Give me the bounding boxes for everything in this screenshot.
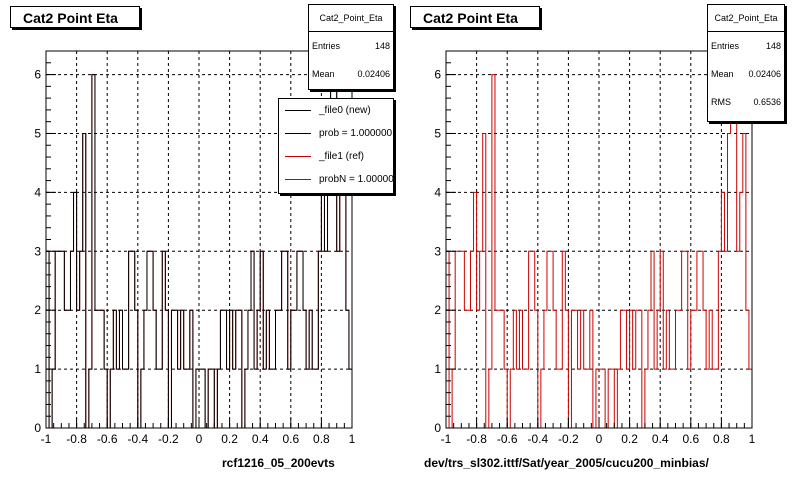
stats-entries-label: Entries [312, 41, 341, 51]
x-tick-label: 0.2 [621, 432, 638, 446]
y-tick-label: 6 [434, 68, 441, 82]
x-tick-label: 0.4 [652, 432, 669, 446]
x-tick-label: 0.8 [313, 432, 330, 446]
legend-label: probN = 1.000000 [319, 174, 394, 185]
x-tick-label: -0.2 [558, 432, 579, 446]
stats-entries-row: Entries 148 [309, 32, 393, 60]
x-tick-label: 1 [349, 432, 356, 446]
x-tick-label: 0.4 [252, 432, 269, 446]
x-tick-label: 0.2 [221, 432, 238, 446]
stats-mean-value: 0.02406 [748, 69, 781, 79]
stats-mean-value: 0.02406 [357, 69, 390, 79]
y-tick-label: 1 [34, 362, 41, 376]
histogram-series [45, 74, 353, 429]
legend-line-swatch [285, 133, 311, 134]
stats-rms-value: 0.6536 [753, 97, 781, 107]
stats-mean-label: Mean [312, 69, 335, 79]
stats-entries-label: Entries [711, 41, 740, 51]
x-tick-label: -0.6 [97, 432, 118, 446]
stats-name: Cat2_Point_Eta [309, 5, 393, 32]
y-tick-label: 1 [434, 362, 441, 376]
right-title: Cat2 Point Eta [410, 6, 540, 28]
x-tick-label: 0 [596, 432, 603, 446]
stats-mean-label: Mean [711, 69, 734, 79]
x-tick-label: 0.6 [682, 432, 699, 446]
legend-item: _file1 (ref) [279, 145, 393, 168]
y-tick-label: 4 [34, 185, 41, 199]
left-stats-box: Cat2_Point_Eta Entries 148 Mean 0.02406 [308, 4, 394, 90]
y-tick-label: 5 [34, 126, 41, 140]
right-histogram-plot: -1 -0.8 -0.6 -0.4 -0.2 0 0.2 0.4 0.6 0.8 1 0 1 2 3 4 5 6 [434, 50, 756, 446]
x-tick-label: -0.6 [497, 432, 518, 446]
x-tick-label: -0.4 [127, 432, 148, 446]
x-tick-label: -1 [441, 432, 452, 446]
stats-mean-row: Mean 0.02406 [309, 60, 393, 88]
x-tick-label: -1 [41, 432, 52, 446]
x-tick-label: -0.8 [66, 432, 87, 446]
legend-item: probN = 1.000000 [279, 168, 393, 191]
left-x-axis-label: rcf1216_05_200evts [222, 456, 335, 470]
x-tick-label: 0.8 [713, 432, 730, 446]
legend-line-swatch [285, 156, 311, 157]
right-x-axis-label: dev/trs_sl302.ittf/Sat/year_2005/cucu200… [424, 456, 709, 470]
stats-entries-value: 148 [765, 41, 781, 51]
x-tick-label: -0.4 [527, 432, 548, 446]
y-tick-label: 3 [34, 244, 41, 258]
x-tick-label: 0 [196, 432, 203, 446]
histogram-series [445, 74, 753, 429]
legend-line-swatch [285, 110, 311, 111]
y-tick-label: 5 [434, 126, 441, 140]
x-tick-label: 0.6 [282, 432, 299, 446]
stats-name: Cat2_Point_Eta [708, 5, 784, 32]
legend-label: _file1 (ref) [319, 151, 365, 162]
x-tick-label: -0.8 [466, 432, 487, 446]
y-tick-label: 4 [434, 185, 441, 199]
legend-item: prob = 1.000000 [279, 122, 393, 145]
y-tick-label: 2 [34, 303, 41, 317]
x-tick-label: 1 [749, 432, 756, 446]
legend-label: _file0 (new) [319, 105, 371, 116]
stats-rms-label: RMS [711, 97, 731, 107]
left-title: Cat2 Point Eta [10, 6, 140, 28]
x-tick-label: -0.2 [158, 432, 179, 446]
stats-mean-row: Mean 0.02406 [708, 60, 784, 88]
legend-line-swatch [285, 179, 311, 180]
y-tick-label: 0 [34, 421, 41, 435]
legend-item: _file0 (new) [279, 99, 393, 122]
left-pad: -1 -0.8 -0.6 -0.4 -0.2 0 0.2 0.4 0.6 0.8 1 0 1 2 3 4 5 6 … [10, 4, 394, 470]
y-tick-label: 3 [434, 244, 441, 258]
y-tick-label: 2 [434, 303, 441, 317]
right-stats-box: Cat2_Point_Eta Entries 148 Mean 0.02406 … [707, 4, 785, 122]
right-pad: -1 -0.8 -0.6 -0.4 -0.2 0 0.2 0.4 0.6 0.8 1 0 1 2 3 4 5 6 … [400, 0, 800, 480]
stats-entries-value: 148 [374, 41, 390, 51]
legend: _file0 (new) prob = 1.000000 _file1 (ref… [278, 98, 394, 194]
y-tick-label: 0 [434, 421, 441, 435]
stats-rms-row: RMS 0.6536 [708, 88, 784, 116]
legend-label: prob = 1.000000 [319, 128, 393, 139]
y-tick-label: 6 [34, 68, 41, 82]
stats-entries-row: Entries 148 [708, 32, 784, 60]
